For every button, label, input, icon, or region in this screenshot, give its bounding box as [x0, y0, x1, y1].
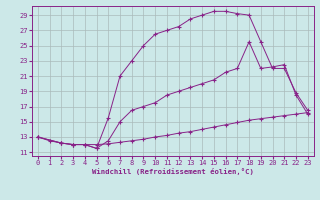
X-axis label: Windchill (Refroidissement éolien,°C): Windchill (Refroidissement éolien,°C)	[92, 168, 254, 175]
